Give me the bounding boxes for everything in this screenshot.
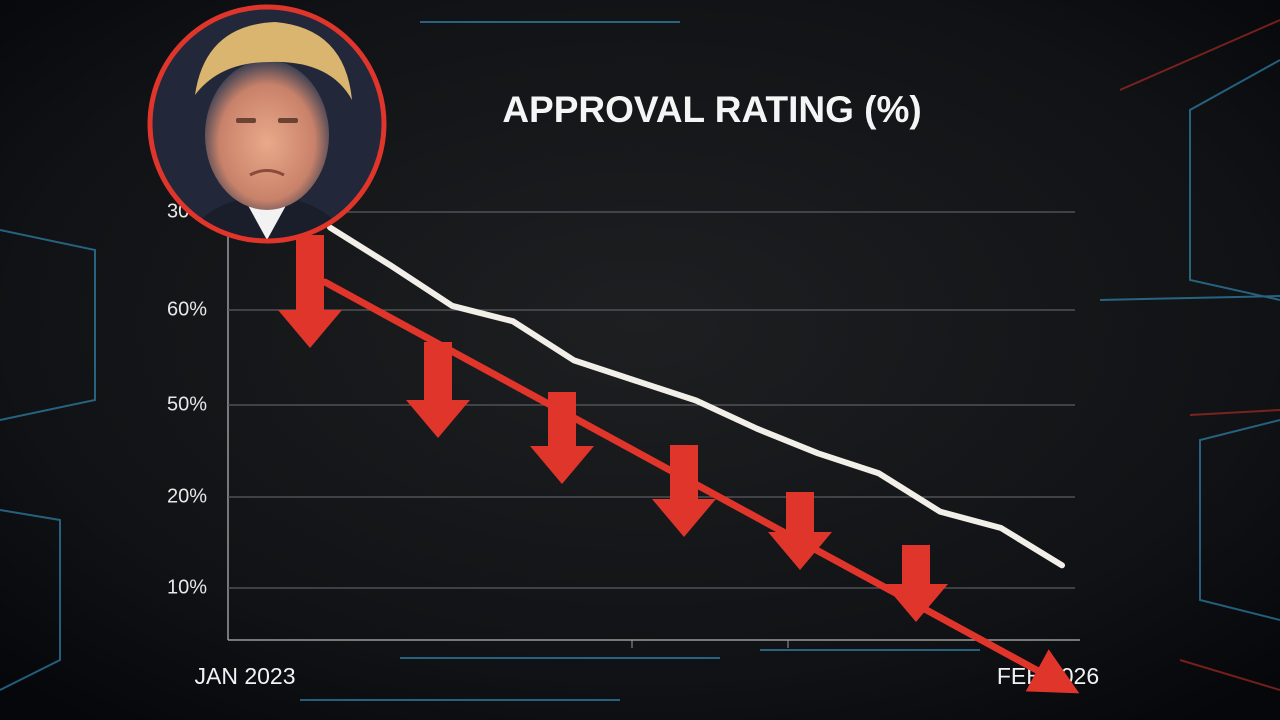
down-arrow xyxy=(768,492,832,570)
down-arrow xyxy=(652,445,716,537)
decor-red xyxy=(1119,19,1280,691)
x-tick-label: JAN 2023 xyxy=(194,663,295,689)
down-arrow xyxy=(406,342,470,438)
chart-title: APPROVAL RATING (%) xyxy=(502,89,921,130)
plot: 30%60%50%20%10%JAN 2023 FEB 2026 xyxy=(167,200,1099,694)
down-arrow xyxy=(530,392,594,484)
approval-line xyxy=(327,224,1065,569)
y-tick-label: 50% xyxy=(167,393,207,415)
y-tick-label: 60% xyxy=(167,298,207,320)
down-arrow xyxy=(278,235,342,348)
portrait xyxy=(147,4,387,244)
y-tick-label: 10% xyxy=(167,576,207,598)
y-tick-label: 20% xyxy=(167,485,207,507)
decor-lines xyxy=(0,21,1280,701)
trend-arrowhead xyxy=(1025,649,1080,694)
down-arrow xyxy=(884,545,948,622)
